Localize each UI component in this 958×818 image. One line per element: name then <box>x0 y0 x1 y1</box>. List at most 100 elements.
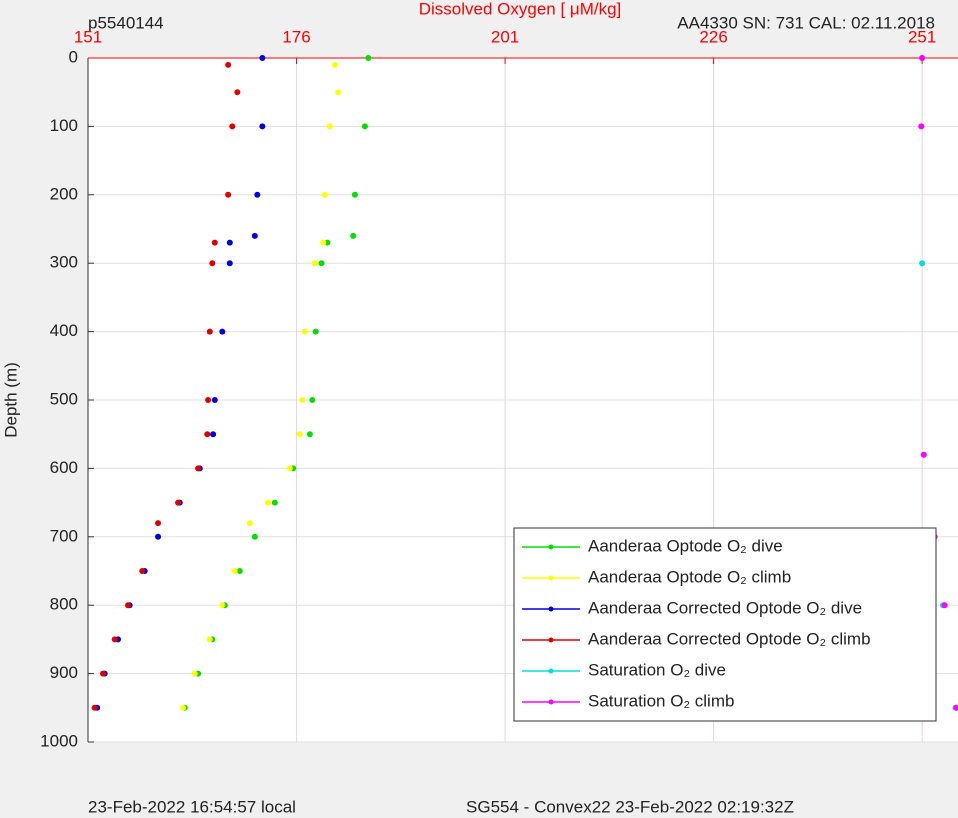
y-tick-label: 1000 <box>40 731 78 750</box>
legend-marker <box>548 544 554 550</box>
point <box>206 636 213 643</box>
point <box>231 568 238 574</box>
point <box>251 232 258 239</box>
point <box>206 328 213 335</box>
point <box>320 239 327 246</box>
legend-marker <box>548 668 554 674</box>
point <box>139 568 146 574</box>
point <box>259 55 266 61</box>
point <box>236 568 243 574</box>
legend-box <box>513 527 937 722</box>
y-tick-label: 0 <box>69 47 78 66</box>
point <box>210 431 217 438</box>
point <box>226 260 233 267</box>
point <box>350 232 357 239</box>
point <box>953 704 958 711</box>
point <box>100 670 107 677</box>
bottom-left-label: 23-Feb-2022 16:54:57 local <box>88 797 296 816</box>
point <box>180 704 187 711</box>
point <box>209 260 216 267</box>
point <box>259 123 266 130</box>
point <box>324 239 331 246</box>
point <box>211 397 218 403</box>
point <box>309 397 316 403</box>
point <box>265 499 272 506</box>
legend-marker <box>548 699 554 705</box>
point <box>234 89 241 96</box>
point <box>318 260 325 267</box>
point <box>296 431 303 438</box>
top-left-label: p5540144 <box>88 13 164 32</box>
legend-marker <box>548 575 554 581</box>
y-tick-label: 700 <box>50 526 78 545</box>
chart-title: Dissolved Oxygen [ μM/kg] <box>419 0 622 18</box>
y-tick-label: 100 <box>50 116 78 135</box>
legend-label: Aanderaa Corrected Optode O₂ dive <box>588 598 862 617</box>
point <box>306 431 313 438</box>
point <box>251 533 258 540</box>
point <box>271 499 278 506</box>
point <box>254 191 261 198</box>
series <box>91 61 241 711</box>
point <box>365 55 372 61</box>
point <box>312 328 319 335</box>
point <box>361 123 368 130</box>
y-tick-label: 500 <box>50 389 78 408</box>
point <box>225 61 232 68</box>
legend-label: Aanderaa Optode O₂ climb <box>588 567 791 586</box>
point <box>125 602 132 609</box>
y-tick-label: 900 <box>50 663 78 682</box>
y-tick-label: 400 <box>50 321 78 340</box>
legend-label: Aanderaa Corrected Optode O₂ climb <box>588 629 871 648</box>
point <box>225 191 232 198</box>
point <box>321 191 328 198</box>
legend-label: Saturation O₂ dive <box>588 660 726 679</box>
legend-label: Aanderaa Optode O₂ dive <box>588 536 783 555</box>
point <box>941 602 948 609</box>
legend-label: Saturation O₂ climb <box>588 691 734 710</box>
x-tick-label: 151 <box>74 27 102 46</box>
point <box>191 670 198 677</box>
legend-marker <box>548 606 554 612</box>
point <box>229 123 236 130</box>
top-right-label: AA4330 SN: 731 CAL: 02.11.2018 <box>677 13 935 32</box>
y-axis-label: Depth (m) <box>1 362 20 438</box>
point <box>351 191 358 198</box>
point <box>219 328 226 335</box>
legend-marker <box>548 637 554 643</box>
point <box>301 328 308 335</box>
x-tick-label: 176 <box>282 27 310 46</box>
x-tick-label: 251 <box>908 27 936 46</box>
point <box>211 239 218 246</box>
y-tick-label: 800 <box>50 595 78 614</box>
series <box>180 61 342 711</box>
point <box>331 61 338 68</box>
point <box>311 260 318 267</box>
point <box>918 123 925 130</box>
point <box>111 636 118 643</box>
point <box>204 431 211 438</box>
point <box>326 123 333 130</box>
point <box>226 239 233 246</box>
y-tick-label: 600 <box>50 458 78 477</box>
point <box>286 465 293 472</box>
point <box>91 704 98 711</box>
point <box>205 397 212 403</box>
x-tick-label: 201 <box>491 27 519 46</box>
x-tick-label: 226 <box>699 27 727 46</box>
point <box>919 260 926 267</box>
point <box>195 465 202 472</box>
point <box>920 451 927 458</box>
bottom-center-label: SG554 - Convex22 23-Feb-2022 02:19:32Z <box>466 797 794 816</box>
y-tick-label: 300 <box>50 253 78 272</box>
point <box>219 602 226 609</box>
point <box>919 55 926 61</box>
point <box>335 89 342 96</box>
point <box>246 520 253 527</box>
point <box>155 533 162 540</box>
point <box>155 520 162 527</box>
y-tick-label: 200 <box>50 184 78 203</box>
point <box>299 397 306 403</box>
